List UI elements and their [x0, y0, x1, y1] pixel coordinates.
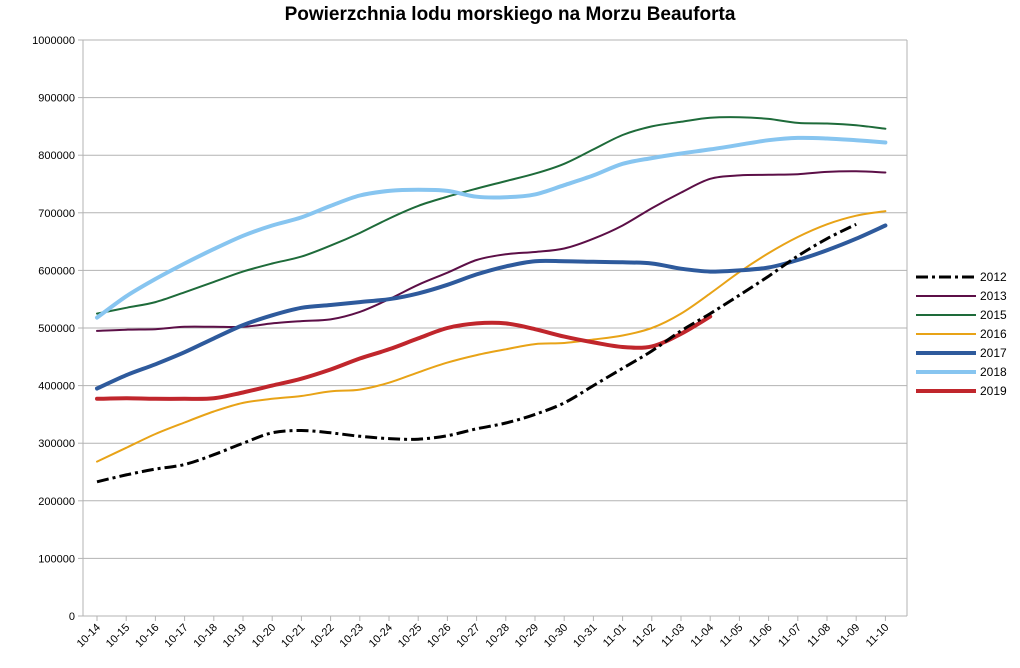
axes: [78, 39, 908, 621]
series-line-2018: [95, 135, 888, 320]
x-tick-label: 11-08: [805, 622, 833, 650]
x-tick-label: 10-21: [279, 622, 307, 650]
x-tick-label: 11-03: [659, 622, 687, 650]
y-tick-label: 900000: [38, 93, 75, 105]
y-tick-label: 700000: [38, 208, 75, 220]
y-tick-label: 400000: [38, 381, 75, 393]
y-axis-tick-labels: 0 100000 200000 300000 400000 500000 600000 700…: [32, 35, 75, 623]
legend-label-2019: 2019: [980, 384, 1007, 398]
x-tick-label: 10-28: [484, 622, 512, 650]
legend-label-2018: 2018: [980, 365, 1007, 379]
x-tick-label: 10-25: [396, 622, 424, 650]
legend-label-2016: 2016: [980, 327, 1007, 341]
x-tick-label: 10-31: [571, 622, 599, 650]
x-axis-tick-labels: 10-14 10-15 10-16 10-17 10-18 10-19 10-20 10-21…: [75, 622, 892, 650]
y-tick-label: 500000: [38, 323, 75, 335]
x-tick-label: 10-16: [133, 622, 161, 650]
x-tick-label: 10-30: [542, 622, 570, 650]
gridlines: [83, 39, 907, 559]
x-tick-label: 11-09: [835, 622, 863, 650]
series-line-2017: [95, 223, 888, 391]
y-tick-label: 800000: [38, 150, 75, 162]
series-line-2013: [96, 170, 887, 332]
legend-label-2012: 2012: [980, 270, 1007, 284]
x-tick-label: 11-07: [776, 622, 804, 650]
x-tick-label: 10-27: [454, 622, 482, 650]
x-tick-label: 11-10: [864, 622, 892, 650]
x-tick-label: 11-02: [630, 622, 658, 650]
series-lines: [95, 116, 888, 484]
y-tick-label: 100000: [38, 553, 75, 565]
series-line-2015: [96, 116, 887, 315]
x-tick-label: 10-22: [308, 622, 336, 650]
y-tick-label: 1000000: [32, 35, 75, 47]
x-tick-label: 10-26: [425, 622, 453, 650]
x-tick-label: 10-17: [162, 622, 190, 650]
chart-title: Powierzchnia lodu morskiego na Morzu Bea…: [284, 4, 736, 25]
x-tick-label: 10-14: [75, 622, 103, 650]
x-tick-label: 11-04: [689, 622, 717, 650]
legend-label-2017: 2017: [980, 346, 1007, 360]
y-tick-label: 300000: [38, 438, 75, 450]
x-tick-label: 11-01: [601, 622, 629, 650]
legend: 2012 2013 2015 2016 2017 2018 2019: [916, 270, 1007, 398]
y-tick-label: 600000: [38, 265, 75, 277]
series-line-2019: [95, 314, 713, 401]
legend-label-2013: 2013: [980, 289, 1007, 303]
y-tick-label: 0: [69, 611, 75, 623]
x-tick-label: 10-19: [221, 622, 249, 650]
x-tick-label: 10-18: [192, 622, 220, 650]
x-tick-label: 10-15: [104, 622, 132, 650]
x-tick-label: 11-06: [747, 622, 775, 650]
series-line-2016: [96, 210, 887, 463]
x-tick-label: 10-24: [367, 622, 395, 650]
x-tick-label: 10-20: [250, 622, 278, 650]
y-tick-label: 200000: [38, 496, 75, 508]
legend-label-2015: 2015: [980, 308, 1007, 322]
x-tick-label: 11-05: [718, 622, 746, 650]
series-line-2012: [96, 222, 857, 484]
x-tick-label: 10-29: [513, 622, 541, 650]
x-tick-label: 10-23: [338, 622, 366, 650]
